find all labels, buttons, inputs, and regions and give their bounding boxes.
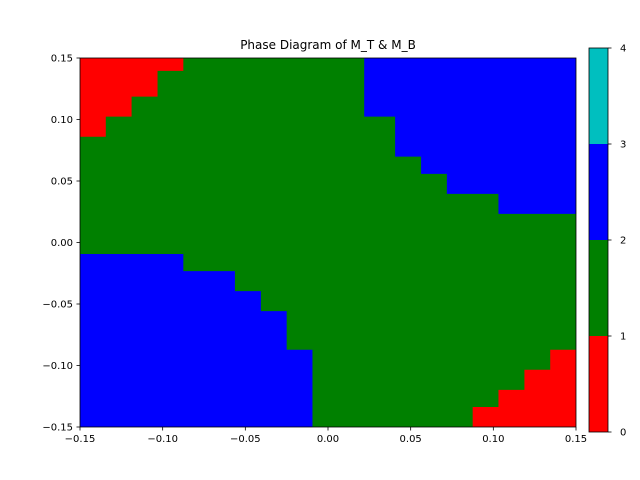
y-tick-label: 0.05: [51, 177, 73, 188]
y-axis: −0.15 −0.10 −0.05 0.00 0.05 0.10 0.15: [42, 54, 80, 434]
x-tick-label: 0.15: [565, 434, 587, 445]
x-tick-label: −0.10: [147, 434, 178, 445]
x-tick-label: 0.10: [482, 434, 504, 445]
y-tick-label: 0.00: [51, 238, 73, 249]
x-tick-label: −0.05: [230, 434, 261, 445]
colorbar-band-2: [589, 144, 608, 240]
colorbar-tick-label: 1: [620, 332, 626, 343]
y-tick-label: 0.10: [51, 115, 73, 126]
chart-title: Phase Diagram of M_T & M_B: [240, 38, 416, 52]
y-tick-label: −0.15: [42, 423, 73, 434]
colorbar-band-0: [589, 336, 608, 432]
phase-region-3: [472, 349, 576, 427]
colorbar-tick-label: 4: [620, 44, 626, 55]
colorbar-band-1: [589, 240, 608, 336]
x-tick-label: 0.05: [400, 434, 422, 445]
y-tick-label: −0.10: [42, 361, 73, 372]
colorbar-band-3: [589, 48, 608, 144]
y-tick-label: −0.05: [42, 300, 73, 311]
x-tick-label: 0.00: [317, 434, 339, 445]
x-axis: −0.15 −0.10 −0.05 0.00 0.05 0.10 0.15: [65, 427, 587, 445]
plot-area: [79, 57, 577, 428]
y-tick-label: 0.15: [51, 54, 73, 65]
colorbar-tick-label: 0: [620, 428, 626, 439]
colorbar: 0 1 2 3 4: [588, 44, 626, 439]
x-tick-label: −0.15: [65, 434, 96, 445]
phase-region-1: [364, 58, 576, 214]
colorbar-tick-label: 3: [620, 140, 626, 151]
colorbar-tick-label: 2: [620, 236, 626, 247]
phase-region-0: [80, 58, 184, 137]
phase-region-2: [80, 253, 313, 427]
